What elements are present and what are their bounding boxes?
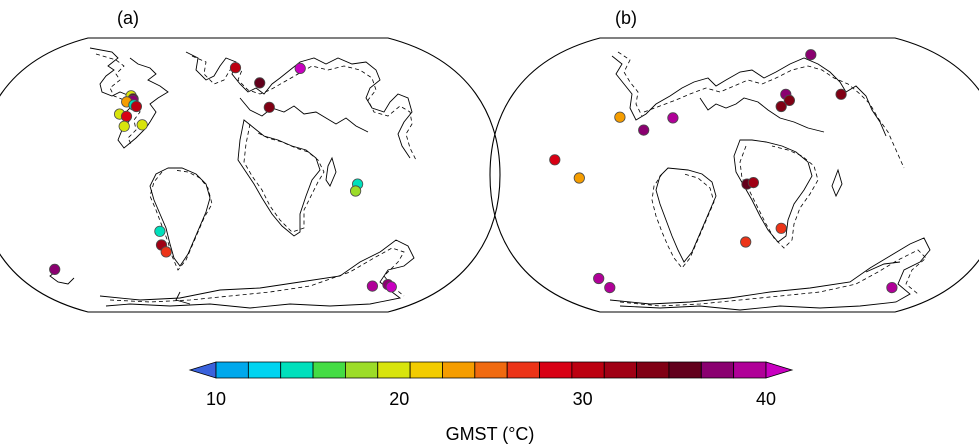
colorbar-cell xyxy=(506,361,540,379)
colorbar-min-extension xyxy=(188,361,217,379)
site-marker xyxy=(366,280,378,292)
colorbar-cell xyxy=(700,361,735,379)
site-marker xyxy=(294,62,306,75)
colorbar-cell xyxy=(442,361,476,379)
site-marker xyxy=(775,222,787,234)
colorbar-cell xyxy=(474,361,508,379)
panel-b-label: (b) xyxy=(615,8,637,28)
site-marker xyxy=(667,112,679,124)
colorbar-label: GMST (°C) xyxy=(446,424,535,444)
site-marker xyxy=(886,281,898,294)
site-marker xyxy=(160,246,172,258)
site-marker xyxy=(120,110,133,123)
panel-a-map-outline xyxy=(0,37,501,313)
colorbar-cell xyxy=(539,361,573,379)
site-marker xyxy=(573,172,585,184)
colorbar-cell xyxy=(377,361,411,379)
colorbar-cell xyxy=(603,361,637,379)
site-marker xyxy=(835,88,847,100)
panel-b-reconstruction-lines xyxy=(617,51,927,307)
site-marker xyxy=(349,185,362,197)
site-marker xyxy=(136,119,148,131)
site-marker xyxy=(385,281,397,293)
site-marker xyxy=(805,49,817,61)
site-marker xyxy=(229,62,242,74)
panel-b-coastlines xyxy=(609,55,931,311)
site-marker xyxy=(604,281,616,294)
colorbar-cell xyxy=(636,361,670,379)
site-marker xyxy=(254,77,266,89)
site-marker xyxy=(740,236,752,248)
colorbar-cell xyxy=(215,361,249,379)
colorbar-cell xyxy=(571,361,605,379)
site-marker xyxy=(154,225,166,237)
map-panel-a: (a) xyxy=(0,8,501,313)
colorbar-cells xyxy=(188,361,794,379)
colorbar-cell xyxy=(247,361,282,379)
colorbar-tick-label: 40 xyxy=(756,389,776,409)
colorbar-tick-label: 20 xyxy=(389,389,409,409)
site-marker xyxy=(638,124,650,136)
panel-b-sites xyxy=(549,49,898,294)
site-marker xyxy=(614,111,626,123)
colorbar-cell xyxy=(312,361,346,379)
site-marker xyxy=(783,94,796,107)
panel-a-reconstruction-lines xyxy=(95,53,417,303)
colorbar-cell xyxy=(280,361,314,379)
site-marker xyxy=(549,154,561,166)
map-panel-b: (b) xyxy=(489,8,979,313)
panel-a-label: (a) xyxy=(117,8,139,28)
colorbar-cell xyxy=(668,361,702,379)
site-marker xyxy=(263,101,275,113)
colorbar-max-extension xyxy=(765,361,794,379)
site-marker xyxy=(49,263,61,275)
colorbar-tick-label: 10 xyxy=(206,389,226,409)
panel-b-map-outline xyxy=(489,37,979,313)
colorbar-cell xyxy=(733,361,767,379)
site-marker xyxy=(593,272,605,285)
colorbar-cell xyxy=(345,361,379,379)
colorbar-tick-label: 30 xyxy=(573,389,593,409)
colorbar-ticks: 10 20 30 40 xyxy=(206,389,776,409)
colorbar: 10 20 30 40 GMST (°C) xyxy=(188,361,794,444)
site-marker xyxy=(747,177,760,189)
site-marker xyxy=(118,120,130,132)
panel-a-sites xyxy=(49,62,397,293)
site-marker xyxy=(130,100,142,113)
site-marker xyxy=(775,100,787,113)
panel-a-coastlines xyxy=(49,47,415,309)
colorbar-cell xyxy=(409,361,443,379)
